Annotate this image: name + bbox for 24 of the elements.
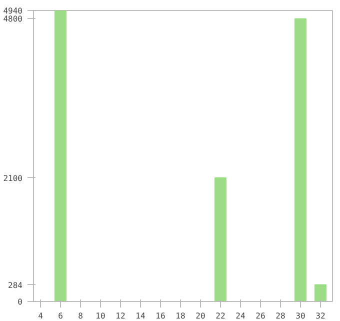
y-tick-label: 4940 <box>3 6 23 16</box>
y-tick-label: 2100 <box>3 174 23 183</box>
y-tick-label: 284 <box>8 280 23 290</box>
x-tick-label: 12 <box>116 312 126 320</box>
bar <box>54 10 66 302</box>
y-tick-label: 4800 <box>3 14 23 24</box>
bar <box>294 18 306 302</box>
bar <box>214 177 226 302</box>
x-tick-label: 28 <box>276 312 286 320</box>
x-tick-label: 4 <box>38 312 44 320</box>
x-tick-label: 14 <box>136 312 146 320</box>
bar <box>314 284 326 302</box>
x-tick-label: 32 <box>316 312 326 320</box>
x-tick-label: 20 <box>196 312 206 320</box>
x-tick-label: 8 <box>78 312 84 320</box>
y-tick-label: 0 <box>18 298 23 306</box>
x-tick-label: 24 <box>236 312 246 320</box>
x-tick-label: 26 <box>256 312 266 320</box>
x-tick-label: 16 <box>156 312 166 320</box>
x-tick-label: 22 <box>216 312 226 320</box>
x-tick-label: 18 <box>176 312 186 320</box>
x-tick-label: 6 <box>58 312 64 320</box>
x-tick-label: 30 <box>296 312 306 320</box>
x-tick-label: 10 <box>96 312 106 320</box>
